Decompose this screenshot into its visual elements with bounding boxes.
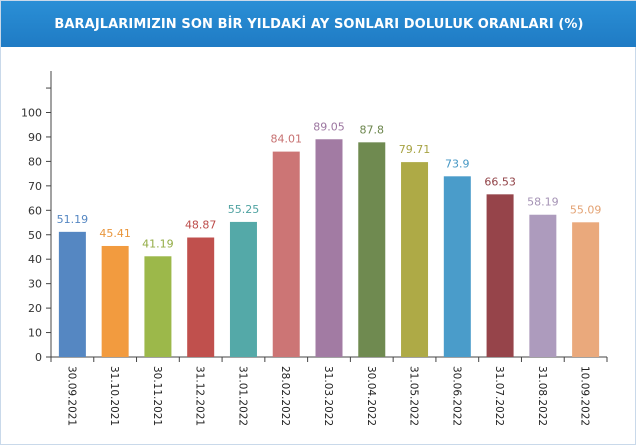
data-label: 66.53: [484, 175, 516, 188]
data-label: 89.05: [313, 120, 345, 133]
y-tick-label: 80: [28, 155, 42, 168]
x-tick-label: 31.07.2022: [493, 366, 505, 426]
data-label: 41.19: [142, 237, 174, 250]
bar: [358, 142, 386, 357]
bar: [572, 222, 600, 357]
x-tick-label: 31.05.2022: [408, 366, 420, 426]
y-tick-label: 100: [21, 107, 42, 120]
data-label: 58.19: [527, 196, 559, 209]
x-tick-label: 30.11.2021: [151, 366, 163, 426]
y-tick-label: 60: [28, 204, 42, 217]
bar: [486, 194, 514, 357]
bar: [443, 176, 471, 357]
bar: [229, 221, 257, 357]
x-tick-label: 30.04.2022: [365, 366, 377, 426]
bar-chart: 0 10 20 30 40 50 60 70 80 90 100 51.19 30.09.2021 45…: [21, 71, 608, 426]
chart-axes: 0 10 20 30 40 50 60 70 80 90 100: [21, 71, 608, 364]
data-label: 51.19: [57, 213, 89, 226]
bar: [315, 139, 343, 357]
y-tick-label: 20: [28, 302, 42, 315]
x-tick-label: 10.09.2022: [579, 366, 591, 426]
y-tick-label: 70: [28, 180, 42, 193]
bar: [187, 237, 215, 357]
data-label: 48.87: [185, 219, 217, 232]
bar: [272, 151, 300, 357]
chart-labels: 51.19 30.09.2021 45.41 31.10.2021 41.19 30.11…: [57, 120, 602, 426]
data-label: 55.25: [228, 203, 260, 216]
y-tick-label: 10: [28, 327, 42, 340]
y-tick-label: 30: [28, 278, 42, 291]
x-tick-label: 31.03.2022: [322, 366, 334, 426]
bar: [529, 214, 557, 357]
data-label: 45.41: [99, 227, 131, 240]
x-tick-label: 28.02.2022: [279, 366, 291, 426]
y-tick-label: 90: [28, 131, 42, 144]
x-tick-label: 31.12.2021: [194, 366, 206, 426]
x-tick-label: 30.06.2022: [450, 366, 462, 426]
bar: [401, 162, 429, 357]
y-tick-label: 50: [28, 229, 42, 242]
bar: [144, 256, 172, 357]
chart-bars: [58, 139, 600, 357]
data-label: 79.71: [399, 143, 431, 156]
y-tick-label: 0: [35, 351, 42, 364]
x-tick-label: 31.01.2022: [236, 366, 248, 426]
bar: [58, 231, 86, 357]
y-tick-label: 40: [28, 253, 42, 266]
data-label: 55.09: [570, 203, 602, 216]
bar: [101, 245, 129, 357]
data-label: 87.8: [360, 123, 385, 136]
x-tick-label: 30.09.2021: [65, 366, 77, 426]
data-label: 73.9: [445, 157, 470, 170]
x-tick-label: 31.08.2022: [536, 366, 548, 426]
x-tick-label: 31.10.2021: [108, 366, 120, 426]
chart-title: BARAJLARIMIZIN SON BİR YILDAKİ AY SONLAR…: [1, 1, 636, 47]
data-label: 84.01: [270, 133, 302, 146]
